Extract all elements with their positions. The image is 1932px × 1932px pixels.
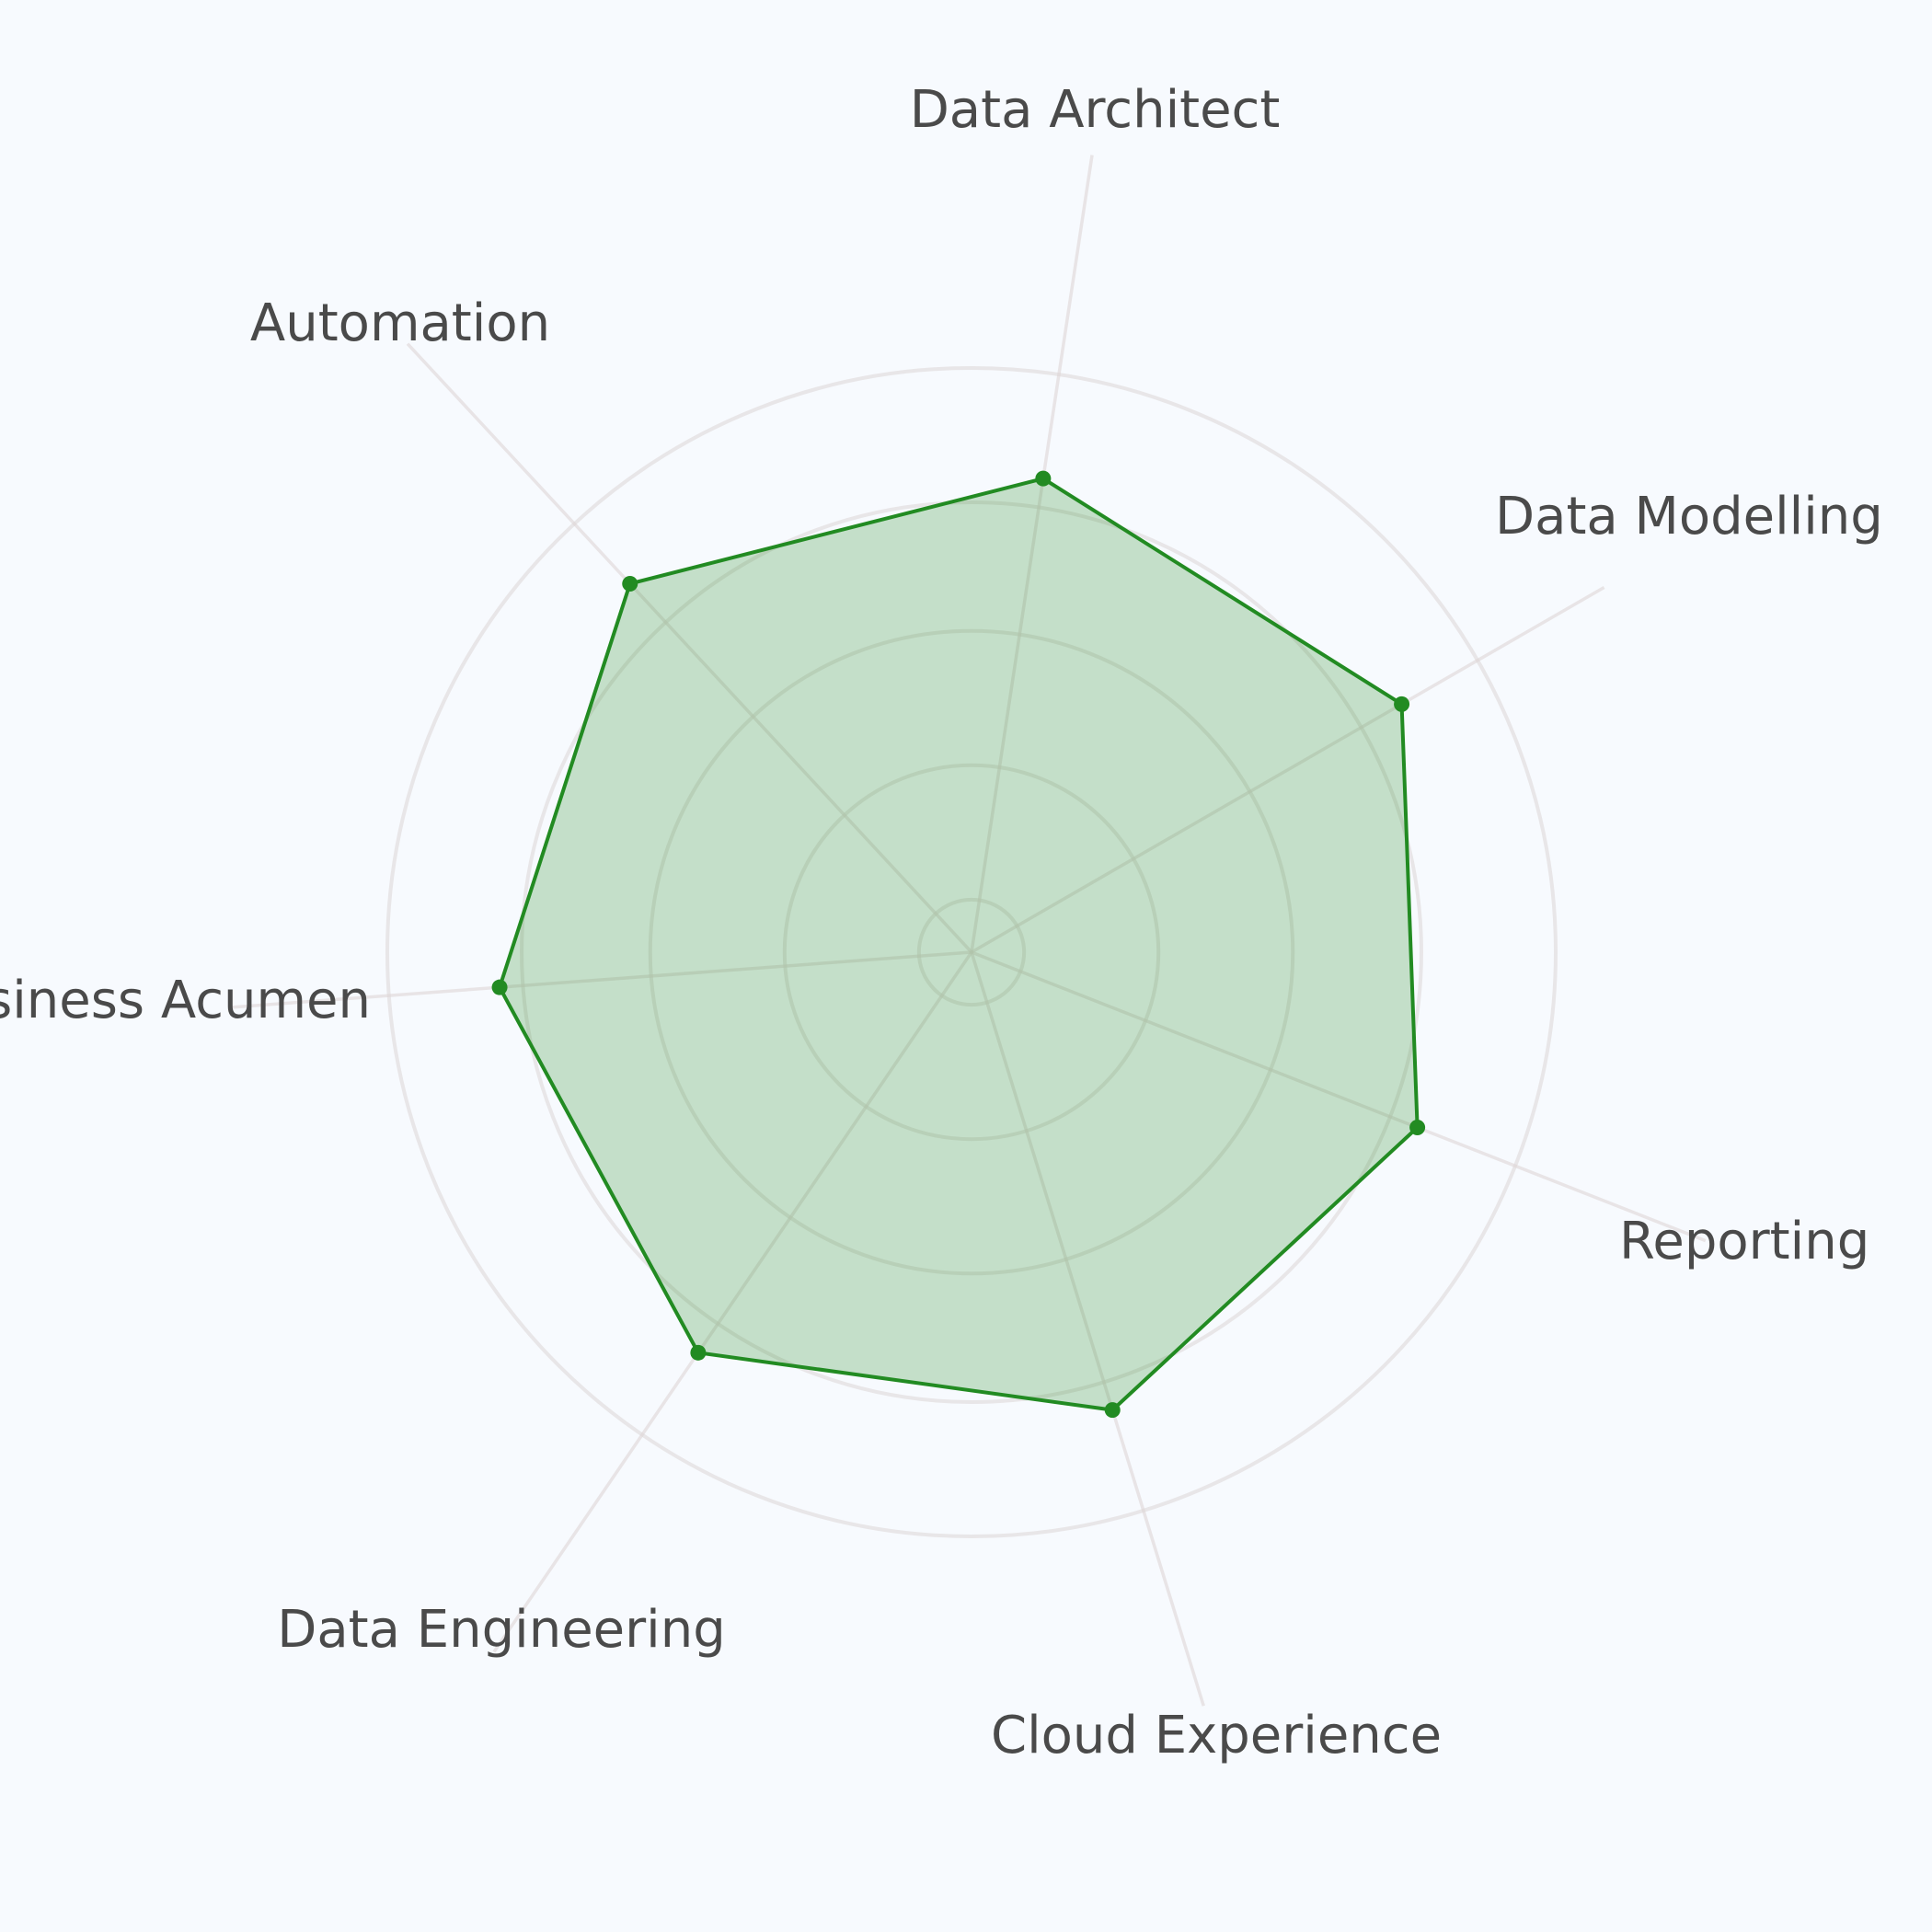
- axis-label-cloud-experience: Cloud Experience: [991, 1706, 1442, 1765]
- data-point-cloud-experience[interactable]: [1104, 1402, 1121, 1419]
- data-point-business-acumen[interactable]: [491, 979, 508, 995]
- label-layer: Data Architect Data Modelling Reporting Clo…: [0, 80, 1883, 1765]
- data-layer: [491, 470, 1426, 1419]
- axis-spoke: [492, 951, 973, 1653]
- axis-spoke: [971, 950, 1707, 1243]
- grid-ring-5: [385, 366, 1558, 1538]
- data-point-data-modelling[interactable]: [1394, 696, 1410, 712]
- grid-ring-3: [648, 628, 1295, 1276]
- axis-spoke: [970, 155, 1094, 953]
- axis-spoke: [406, 342, 973, 954]
- axis-label-reporting: Reporting: [1619, 1212, 1869, 1271]
- data-point-automation[interactable]: [622, 575, 638, 592]
- grid-ring-2: [782, 763, 1161, 1142]
- grid-ring-1: [916, 897, 1027, 1007]
- axis-label-data-engineering: Data Engineering: [277, 1600, 726, 1660]
- axis-spoke: [231, 950, 972, 1009]
- data-point-data-engineering[interactable]: [690, 1344, 707, 1361]
- series-area: [498, 477, 1420, 1412]
- axis-label-business-acumen: Business Acumen: [0, 971, 371, 1030]
- data-point-reporting[interactable]: [1409, 1119, 1426, 1135]
- grid-layer: [231, 155, 1707, 1707]
- axis-label-data-architect: Data Architect: [910, 80, 1281, 140]
- data-point-data-architect[interactable]: [1035, 470, 1052, 487]
- axis-label-automation: Automation: [250, 293, 550, 353]
- axis-label-data-modelling: Data Modelling: [1495, 487, 1883, 546]
- axis-spoke: [971, 585, 1605, 954]
- axis-spoke: [970, 951, 1205, 1707]
- grid-ring-4: [520, 500, 1423, 1404]
